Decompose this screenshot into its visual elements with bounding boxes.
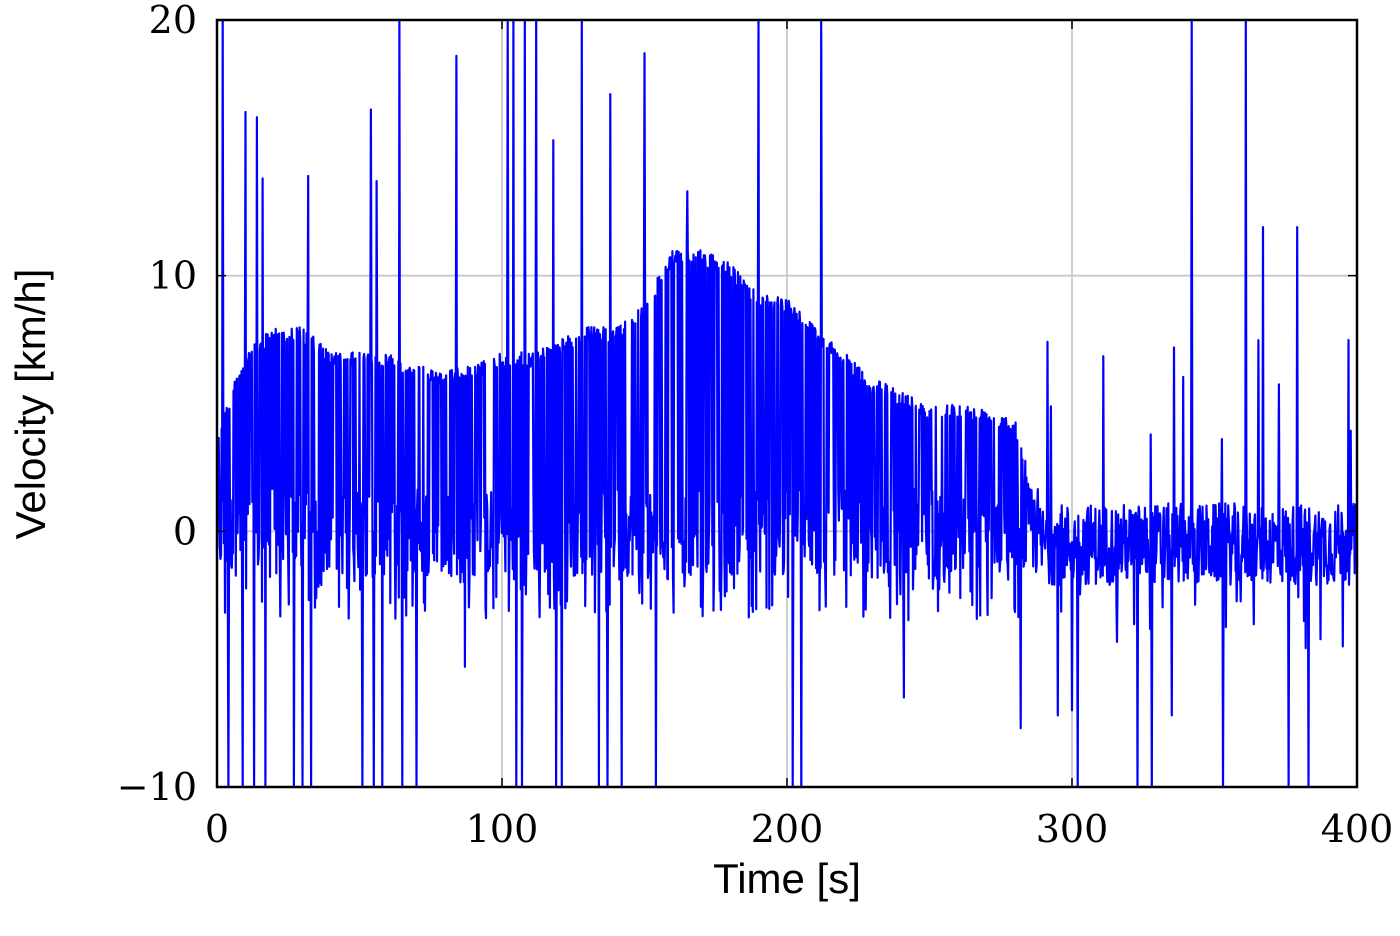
y-tick-label: 20 [149,0,197,42]
y-tick-label: 0 [173,509,197,553]
x-tick-label: 200 [751,807,824,851]
axis-ticks [216,19,1358,788]
y-tick-label: −10 [117,765,197,809]
x-tick-label: 100 [466,807,539,851]
x-tick-label: 400 [1321,807,1394,851]
x-tick-label: 300 [1036,807,1109,851]
y-tick-label: 10 [149,254,197,298]
velocity-series [215,18,1359,789]
y-axis-title: Velocity [km/h] [7,269,54,540]
x-tick-label: 0 [205,807,229,851]
velocity-line [215,18,1359,789]
x-axis-title: Time [s] [713,855,861,902]
